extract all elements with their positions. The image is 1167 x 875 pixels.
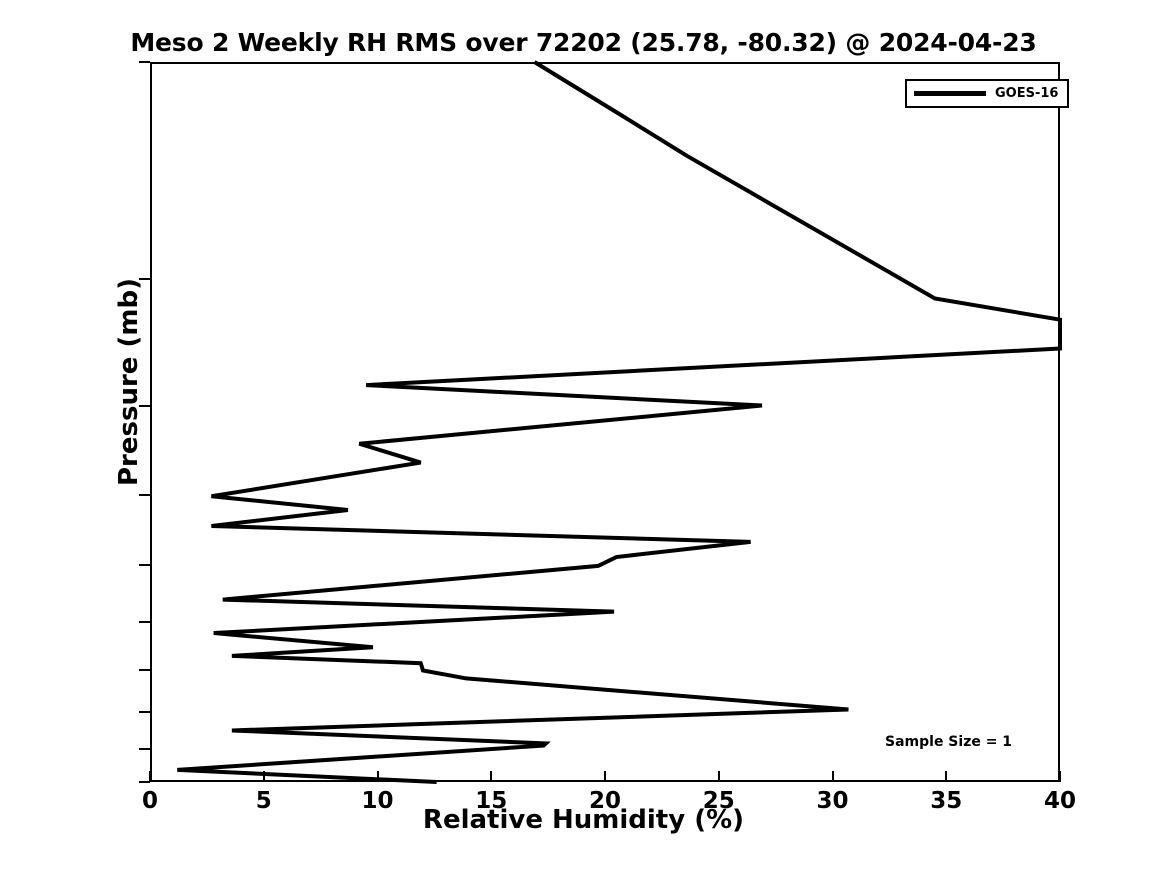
y-tick-mark — [139, 494, 150, 497]
y-tick-mark — [139, 61, 150, 63]
x-tick-label: 10 — [361, 788, 394, 814]
x-tick-mark — [945, 771, 948, 782]
chart-title: Meso 2 Weekly RH RMS over 72202 (25.78, … — [130, 28, 1037, 57]
y-tick-mark — [139, 404, 150, 407]
x-tick-mark — [831, 771, 834, 782]
y-tick-mark — [139, 781, 150, 783]
x-tick-label: 30 — [816, 788, 849, 814]
x-tick-mark — [1059, 771, 1061, 782]
y-tick-mark — [139, 277, 150, 280]
x-tick-mark — [717, 771, 720, 782]
data-line-svg — [177, 60, 1062, 784]
x-tick-label: 40 — [1043, 788, 1076, 814]
y-tick-mark — [139, 669, 150, 672]
legend[interactable]: GOES-16 — [905, 79, 1070, 108]
x-tick-mark — [376, 771, 379, 782]
x-tick-mark — [604, 771, 606, 782]
plot-area: 1002003004005006007008009001000 05101520… — [114, 60, 1076, 814]
y-tick-mark — [139, 748, 150, 751]
x-tick-mark — [262, 771, 265, 782]
x-tick-mark — [490, 771, 493, 782]
y-axis-title: Pressure (mb) — [114, 278, 144, 486]
x-tick-label: 35 — [930, 788, 963, 814]
legend-label-goes16: GOES-16 — [995, 86, 1059, 101]
legend-swatch-goes16 — [914, 91, 986, 96]
x-tick-label: 15 — [475, 788, 508, 814]
series-goes16-line — [177, 60, 1062, 784]
x-axis-title: Relative Humidity (%) — [422, 805, 745, 835]
x-tick-label: 5 — [255, 788, 272, 814]
x-tick-label: 0 — [141, 788, 158, 814]
sample-size-annotation: Sample Size = 1 — [885, 734, 1013, 750]
y-tick-mark — [139, 711, 150, 714]
x-tick-mark — [149, 771, 151, 782]
y-tick-mark — [139, 621, 150, 624]
x-tick-label: 25 — [702, 788, 735, 814]
y-tick-mark — [139, 564, 150, 567]
x-tick-label: 20 — [588, 788, 621, 814]
